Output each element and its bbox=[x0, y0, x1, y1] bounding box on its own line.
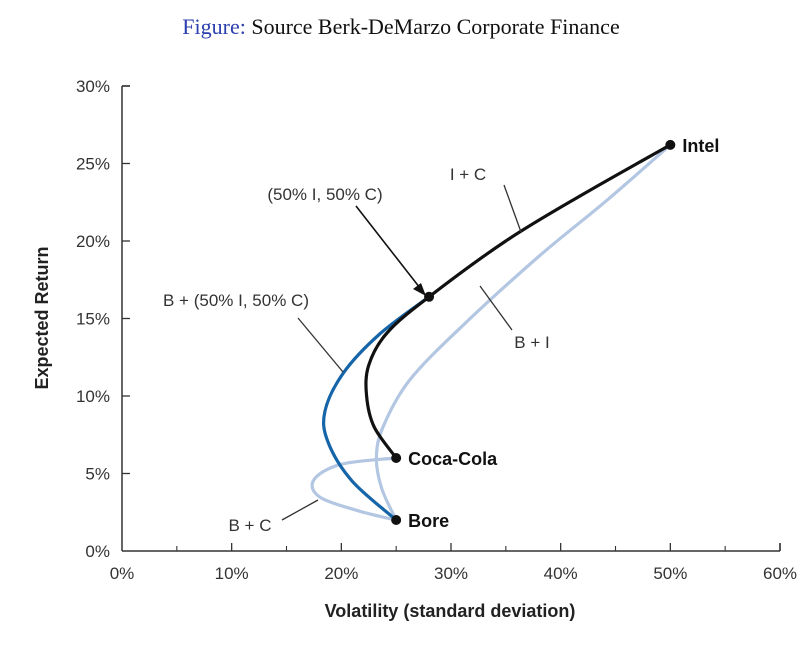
y-tick-label: 5% bbox=[85, 465, 110, 484]
arrow-mix bbox=[355, 205, 421, 289]
axes bbox=[121, 85, 781, 552]
ticks: 0% 10% 20% 30% 40% 50% 60% 0% 5% 10% 15% 20% 25% 30% bbox=[76, 77, 797, 583]
annotations: I + C B + I B + C B + (50% I, 50% C) (50… bbox=[163, 165, 550, 535]
caption-prefix: Figure: bbox=[182, 14, 246, 39]
y-tick-label: 0% bbox=[85, 542, 110, 561]
y-axis-title: Expected Return bbox=[32, 246, 52, 389]
arrow-head-mix bbox=[413, 283, 426, 296]
leader-bc bbox=[281, 499, 319, 521]
leader-b-ic bbox=[297, 317, 344, 373]
point-label: Coca-Cola bbox=[408, 449, 498, 469]
x-axis-title: Volatility (standard deviation) bbox=[325, 601, 576, 621]
series-line-b-ic bbox=[321, 295, 431, 522]
label-ic: I + C bbox=[450, 165, 486, 184]
figure-caption: Figure: Source Berk-DeMarzo Corporate Fi… bbox=[0, 14, 802, 40]
series-group bbox=[310, 143, 672, 522]
series-line-bi bbox=[374, 143, 672, 522]
caption-text: Source Berk-DeMarzo Corporate Finance bbox=[251, 14, 620, 39]
x-tick-label: 50% bbox=[653, 564, 687, 583]
series-line-bc bbox=[310, 456, 398, 522]
label-bi: B + I bbox=[514, 333, 549, 352]
portfolio-point bbox=[665, 139, 676, 150]
x-tick-label: 10% bbox=[215, 564, 249, 583]
leader-ic bbox=[503, 184, 522, 233]
x-tick-label: 60% bbox=[763, 564, 797, 583]
points-group: Intel Coca-Cola Bore bbox=[391, 136, 719, 531]
portfolio-point bbox=[391, 515, 402, 525]
x-tick-label: 0% bbox=[110, 564, 135, 583]
label-mix: (50% I, 50% C) bbox=[267, 185, 382, 204]
point-label: Intel bbox=[682, 136, 719, 156]
label-b-ic: B + (50% I, 50% C) bbox=[163, 291, 309, 310]
label-bc: B + C bbox=[229, 516, 272, 535]
x-tick-label: 20% bbox=[324, 564, 358, 583]
y-tick-label: 25% bbox=[76, 155, 110, 174]
y-tick-label: 30% bbox=[76, 77, 110, 96]
y-tick-label: 15% bbox=[76, 310, 110, 329]
x-tick-label: 30% bbox=[434, 564, 468, 583]
x-tick-label: 40% bbox=[544, 564, 578, 583]
y-tick-label: 10% bbox=[76, 387, 110, 406]
series-line-ic bbox=[364, 143, 672, 460]
y-tick-label: 20% bbox=[76, 232, 110, 251]
leader-bi bbox=[479, 285, 513, 331]
portfolio-point bbox=[424, 291, 435, 302]
portfolio-point bbox=[391, 453, 402, 463]
point-label: Bore bbox=[408, 511, 449, 531]
